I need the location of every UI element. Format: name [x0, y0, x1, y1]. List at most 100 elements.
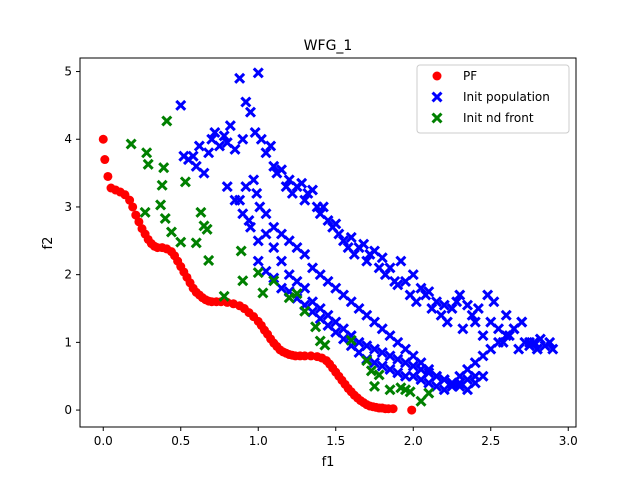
data-point	[376, 347, 388, 359]
data-point	[314, 208, 326, 220]
data-point	[190, 160, 202, 172]
y-tick-label: 3	[64, 200, 72, 214]
data-point	[492, 323, 505, 335]
data-point	[451, 296, 463, 308]
data-point	[221, 181, 233, 193]
data-point	[314, 269, 326, 281]
y-axis-label: f2	[41, 237, 56, 250]
x-tick-label: 3.0	[559, 434, 578, 448]
data-point	[415, 374, 427, 386]
data-point	[251, 187, 263, 199]
data-point	[423, 367, 435, 379]
data-point	[461, 374, 474, 386]
data-point	[240, 96, 252, 108]
data-point	[275, 255, 288, 267]
data-point	[299, 194, 311, 206]
data-point	[508, 323, 520, 335]
data-point	[368, 316, 381, 328]
data-point	[322, 275, 334, 287]
data-point	[492, 336, 505, 348]
x-axis: 0.0 0.5 1.0 1.5 2.0 2.5 3.0	[94, 427, 578, 448]
data-point	[131, 210, 141, 220]
data-point	[187, 150, 199, 162]
data-point	[395, 255, 407, 267]
data-point	[299, 305, 311, 317]
data-point	[179, 176, 191, 188]
data-point	[469, 316, 481, 328]
data-point	[500, 330, 512, 342]
data-point	[306, 262, 319, 274]
legend-marker-pf	[432, 71, 442, 81]
data-point	[376, 360, 388, 372]
data-point	[283, 292, 295, 304]
series-init-population	[175, 67, 559, 396]
data-point	[358, 238, 370, 250]
data-point	[268, 160, 280, 172]
data-point	[306, 306, 319, 318]
data-point	[209, 126, 221, 138]
data-point	[203, 147, 215, 159]
legend-label-init-nd-front: Init nd front	[463, 111, 534, 125]
legend-entry-init-population: Init population	[431, 90, 550, 104]
data-point	[190, 237, 202, 249]
x-tick-label: 0.0	[94, 434, 113, 448]
data-point	[376, 252, 388, 264]
data-point	[472, 302, 484, 315]
data-point	[461, 384, 474, 396]
data-point	[399, 275, 412, 287]
data-point	[291, 288, 303, 300]
data-point	[516, 316, 528, 328]
legend-label-pf: PF	[463, 69, 477, 83]
data-point	[469, 370, 481, 382]
data-point	[203, 254, 215, 266]
data-point	[544, 336, 556, 348]
data-point	[500, 309, 512, 321]
data-point	[423, 377, 435, 389]
data-point	[283, 235, 295, 247]
data-point	[368, 245, 381, 257]
data-point	[407, 360, 419, 372]
data-point	[353, 336, 365, 348]
data-point	[337, 333, 350, 345]
data-point	[477, 370, 489, 382]
data-point	[392, 336, 404, 348]
data-point	[461, 363, 474, 375]
data-point	[306, 296, 319, 308]
data-point	[265, 140, 277, 152]
data-point	[330, 282, 342, 294]
data-point	[399, 370, 412, 382]
data-point	[388, 404, 398, 414]
data-point	[240, 181, 252, 193]
data-point	[252, 267, 264, 279]
data-point	[125, 138, 137, 150]
data-point	[299, 248, 311, 260]
data-point	[322, 319, 334, 331]
data-point	[410, 296, 422, 308]
data-point	[156, 179, 168, 191]
data-point	[457, 323, 469, 335]
data-point	[384, 363, 396, 375]
data-point	[330, 218, 342, 230]
y-axis: 0 1 2 3 4 5	[64, 65, 80, 417]
data-point	[161, 115, 173, 127]
data-point	[392, 367, 404, 379]
data-point	[139, 206, 151, 218]
data-point	[213, 140, 226, 152]
data-point	[310, 321, 322, 333]
data-point	[384, 330, 396, 342]
y-tick-label: 5	[64, 65, 72, 79]
data-point	[446, 380, 458, 392]
data-point	[291, 275, 303, 287]
data-point	[392, 353, 404, 365]
data-point	[337, 289, 350, 301]
data-point	[252, 235, 264, 247]
x-tick-label: 0.5	[171, 434, 190, 448]
data-point	[454, 370, 466, 382]
legend-marker-init-population	[431, 91, 443, 103]
data-point	[469, 377, 481, 389]
data-point	[330, 326, 342, 338]
data-point	[218, 290, 230, 302]
data-point	[407, 269, 419, 281]
data-point	[488, 296, 500, 308]
